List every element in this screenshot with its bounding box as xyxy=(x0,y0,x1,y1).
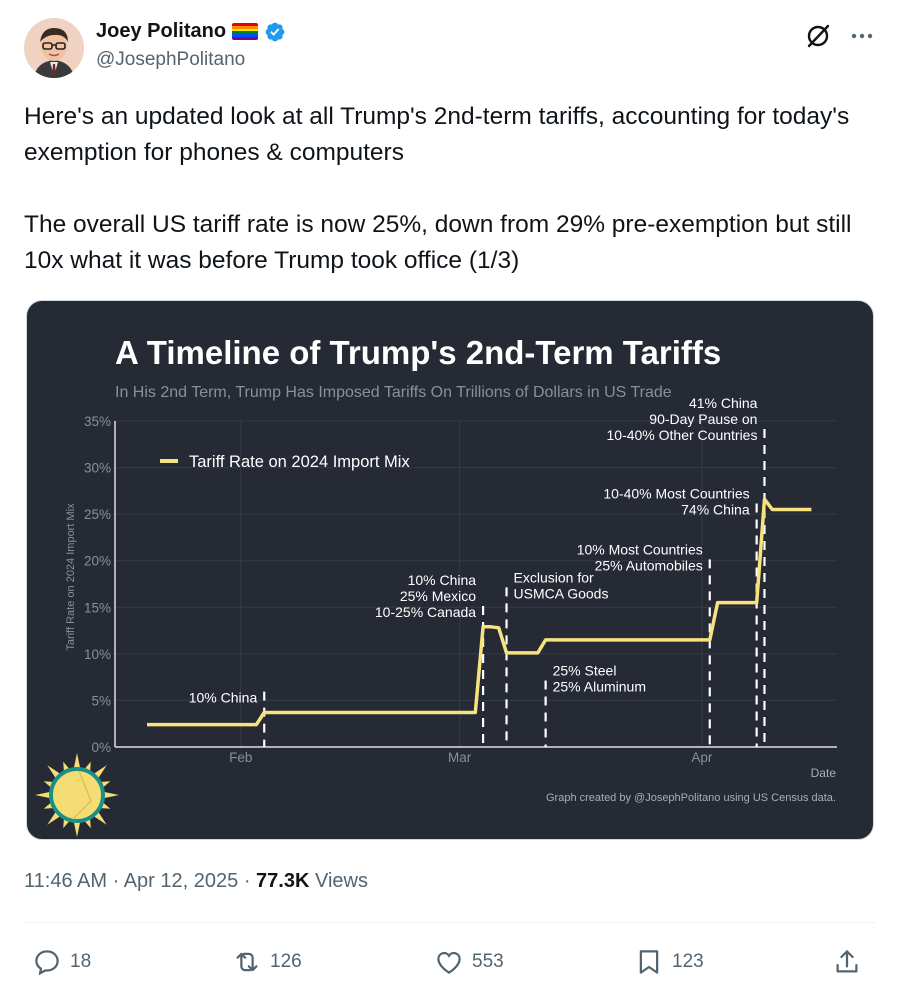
repost-icon xyxy=(236,952,258,972)
views-count: 77.3K xyxy=(256,870,310,892)
bookmark-count: 123 xyxy=(672,951,704,972)
x-tick-label: Feb xyxy=(229,750,252,765)
legend-label: Tariff Rate on 2024 Import Mix xyxy=(189,453,410,471)
y-axis-label: Tariff Rate on 2024 Import Mix xyxy=(65,503,77,651)
annotation-label: Exclusion for xyxy=(514,569,594,585)
annotation-label: 10% China xyxy=(408,572,477,588)
more-options-icon[interactable] xyxy=(848,24,876,48)
chart-title: A Timeline of Trump's 2nd-Term Tariffs xyxy=(115,334,721,371)
tweet-time[interactable]: 11:46 AM xyxy=(24,870,108,892)
sun-ray xyxy=(102,791,119,799)
sun-logo-icon xyxy=(35,753,119,837)
avatar[interactable] xyxy=(24,18,84,78)
bookmark-icon xyxy=(639,950,659,974)
annotation-label: 10-40% Other Countries xyxy=(607,427,758,443)
series-line xyxy=(147,497,812,727)
x-tick-label: Mar xyxy=(448,750,472,765)
grok-icon[interactable] xyxy=(804,22,832,50)
y-tick-label: 10% xyxy=(84,647,111,662)
y-axis-ticks: 0% 5% 10% 15% 20% 25% 30% 35% xyxy=(84,414,111,755)
x-tick-label: Apr xyxy=(691,750,713,765)
tweet-media-chart[interactable]: A Timeline of Trump's 2nd-Term Tariffs I… xyxy=(26,300,874,840)
annotation-label: 10-25% Canada xyxy=(375,604,476,620)
annotation-label: 74% China xyxy=(681,501,750,517)
rainbow-flag-icon xyxy=(232,23,259,40)
tweet-actions: 18 126 553 123 xyxy=(24,940,876,984)
y-tick-label: 30% xyxy=(84,461,111,476)
chart-credit: Graph created by @JosephPolitano using U… xyxy=(546,792,836,804)
chart-legend: Tariff Rate on 2024 Import Mix xyxy=(160,453,410,471)
reply-icon xyxy=(35,950,59,976)
author-handle[interactable]: @JosephPolitano xyxy=(96,49,246,70)
y-tick-label: 15% xyxy=(84,600,111,615)
annotation-label: 25% Aluminum xyxy=(553,678,646,694)
meta-separator: · xyxy=(112,870,124,892)
x-axis-label: Date xyxy=(811,766,837,780)
chart-subtitle: In His 2nd Term, Trump Has Imposed Tarif… xyxy=(115,384,672,401)
heart-icon xyxy=(437,951,461,974)
tweet-meta: 11:46 AM · Apr 12, 2025 · 77.3K Views xyxy=(24,870,368,893)
y-tick-label: 20% xyxy=(84,554,111,569)
annotation-label: 25% Mexico xyxy=(400,588,476,604)
divider xyxy=(24,922,876,923)
annotation-label: 10-40% Most Countries xyxy=(603,485,749,501)
chart-series xyxy=(147,497,812,727)
bookmark-button[interactable]: 123 xyxy=(634,940,704,984)
share-icon xyxy=(836,950,858,973)
like-count: 553 xyxy=(472,951,504,972)
y-tick-label: 5% xyxy=(91,693,111,708)
annotation-label: 25% Steel xyxy=(553,662,617,678)
y-tick-label: 25% xyxy=(84,507,111,522)
sun-ray xyxy=(73,753,81,770)
share-button[interactable] xyxy=(832,940,862,984)
views-label: Views xyxy=(314,870,368,892)
annotation-label: 10% Most Countries xyxy=(577,541,703,557)
annotation-label: 25% Automobiles xyxy=(595,557,703,573)
tweet-text: Here's an updated look at all Trump's 2n… xyxy=(24,103,852,274)
annotation-label: 90-Day Pause on xyxy=(649,411,757,427)
like-button[interactable]: 553 xyxy=(434,940,504,984)
meta-separator: · xyxy=(243,870,257,892)
reply-button[interactable]: 18 xyxy=(32,940,91,984)
x-axis-ticks: Feb Mar Apr xyxy=(229,750,713,765)
tariff-chart: A Timeline of Trump's 2nd-Term Tariffs I… xyxy=(35,334,837,837)
repost-count: 126 xyxy=(270,951,302,972)
sun-ray xyxy=(35,791,52,799)
annotation-label: USMCA Goods xyxy=(514,585,609,601)
verified-badge-icon xyxy=(265,22,285,41)
repost-button[interactable]: 126 xyxy=(232,940,302,984)
reply-count: 18 xyxy=(70,951,92,972)
y-tick-label: 0% xyxy=(91,740,111,755)
y-tick-label: 35% xyxy=(84,414,111,429)
annotation-label: 10% China xyxy=(189,690,258,706)
tweet-header: Joey Politano @JosephPolitano xyxy=(24,16,876,80)
annotation-label: 41% China xyxy=(689,395,758,411)
sun-ray xyxy=(73,820,81,837)
author-block: Joey Politano @JosephPolitano xyxy=(96,20,286,71)
author-name[interactable]: Joey Politano xyxy=(96,20,227,42)
tweet-date[interactable]: Apr 12, 2025 xyxy=(123,870,239,892)
